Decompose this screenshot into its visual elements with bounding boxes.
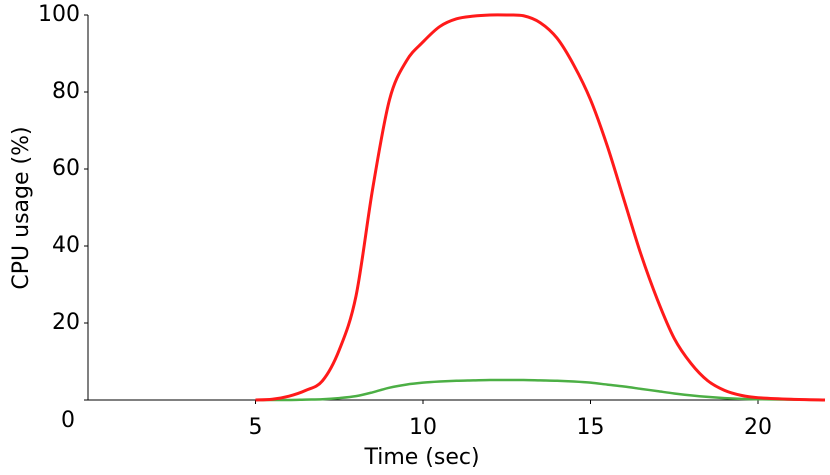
y-tick-label: 80: [52, 79, 80, 104]
y-tick-label: 0: [61, 408, 75, 433]
y-tick-label: 100: [38, 2, 80, 27]
x-tick-label: 20: [744, 415, 772, 440]
series-line: [255, 13, 826, 402]
x-axis-label: Time (sec): [363, 445, 479, 470]
y-axis-label: CPU usage (%): [9, 126, 34, 289]
y-tick-label: 60: [52, 156, 80, 181]
x-tick-label: 15: [577, 415, 605, 440]
series-line: [255, 378, 826, 402]
y-tick-label: 20: [52, 310, 80, 335]
x-tick-label: 5: [249, 415, 263, 440]
y-tick-label: 40: [52, 233, 80, 258]
x-tick-label: 10: [409, 415, 437, 440]
